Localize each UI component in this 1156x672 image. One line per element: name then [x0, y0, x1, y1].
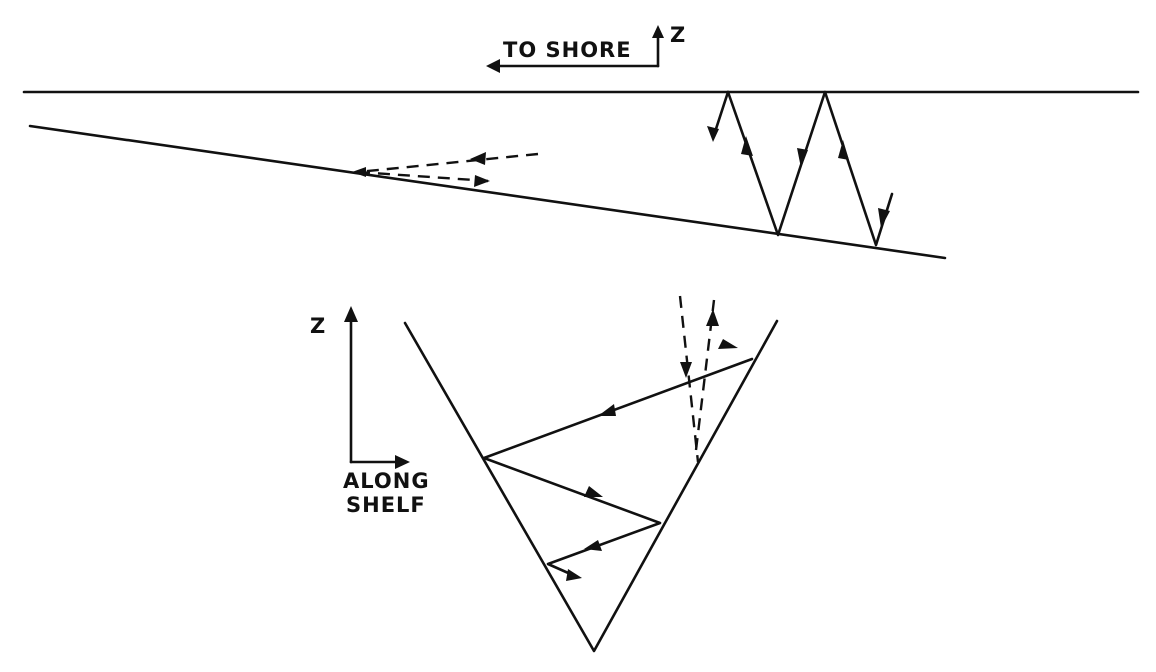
dashed-arrowhead-up: [706, 309, 719, 326]
along-shelf-label-line2: SHELF: [346, 493, 426, 517]
orientation-axes-top: TO SHORE Z: [486, 23, 686, 73]
wedge-ray-zigzag: [482, 357, 754, 578]
z-axis-arrowhead-top: [652, 25, 664, 38]
reflecting-ray-path: [707, 90, 894, 247]
ray-surface-branch: [713, 90, 730, 134]
z-label-top: Z: [670, 23, 686, 47]
dashed-ray-upper: [357, 152, 539, 174]
ray-arrowhead-5: [878, 208, 890, 228]
cross-shelf-panel: TO SHORE Z: [22, 23, 1140, 260]
ray-arrowhead-4: [838, 140, 849, 160]
z-label-bottom: Z: [310, 314, 326, 338]
dashed-vertical-rays: [678, 295, 719, 463]
dashed-shoreward-rays: [352, 152, 539, 187]
wedge-arrowhead-2: [584, 486, 603, 497]
along-shelf-label-line1: ALONG: [343, 469, 430, 493]
dashed-arrowhead-down: [680, 362, 692, 378]
dashed-ray-lower: [357, 170, 489, 183]
dashed-arrowhead-lower: [474, 175, 490, 187]
orientation-axes-bottom: Z ALONG SHELF: [310, 306, 430, 517]
ray-zigzag: [726, 90, 894, 247]
wedge-arrowhead-4: [566, 569, 582, 581]
wedge-arrowhead-5: [718, 339, 738, 349]
wedge-arrowhead-3: [584, 540, 602, 551]
dashed-arrowhead-tip: [352, 167, 366, 177]
wedge-ray-path: [482, 339, 754, 581]
shelf-bottom-line: [28, 124, 947, 260]
to-shore-label: TO SHORE: [503, 38, 632, 62]
wedge-arrowhead-1: [598, 404, 616, 416]
z-axis-arrowhead-bottom: [344, 306, 358, 322]
ray-arrowhead-2: [741, 136, 753, 156]
shore-axis-arrowhead: [486, 59, 500, 73]
along-axis-arrowhead: [395, 455, 410, 469]
ray-arrowhead-1: [707, 126, 719, 142]
along-shelf-panel: Z ALONG SHELF: [310, 295, 779, 653]
ray-arrowhead-3: [797, 148, 808, 168]
wedge-walls: [403, 319, 779, 653]
dashed-ray-down: [678, 295, 700, 463]
dashed-arrowhead-upper: [470, 152, 486, 165]
